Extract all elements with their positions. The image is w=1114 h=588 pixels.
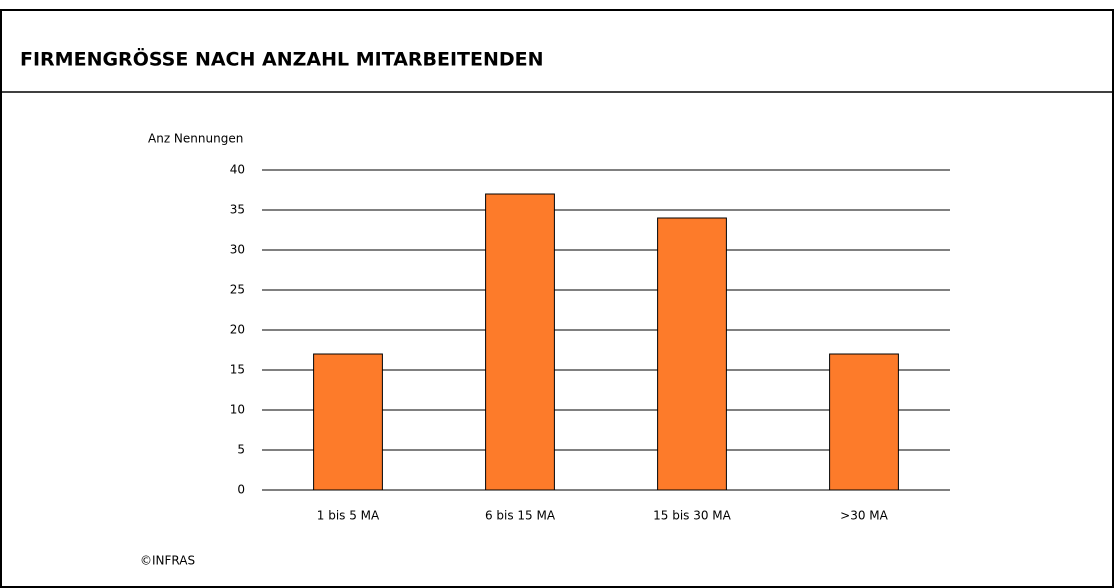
y-tick-label: 20 (230, 323, 245, 337)
bar (829, 353, 899, 491)
y-tick-label: 10 (230, 403, 245, 417)
x-tick-label: 6 bis 15 MA (485, 509, 556, 523)
bar (485, 193, 555, 491)
y-axis-label: Anz Nennungen (148, 132, 243, 146)
y-tick-label: 30 (230, 243, 245, 257)
y-tick-label: 0 (237, 483, 245, 497)
y-tick-label: 40 (230, 163, 245, 177)
x-tick-label: 1 bis 5 MA (317, 509, 380, 523)
bar (657, 217, 727, 491)
frame (0, 9, 1114, 588)
x-tick-label: 15 bis 30 MA (653, 509, 732, 523)
x-tick-label: >30 MA (840, 509, 888, 523)
y-tick-label: 15 (230, 363, 245, 377)
chart-title: FIRMENGRÖSSE NACH ANZAHL MITARBEITENDEN (20, 47, 544, 71)
y-tick-label: 5 (237, 443, 245, 457)
y-tick-label: 25 (230, 283, 245, 297)
y-tick-label: 35 (230, 203, 245, 217)
source: ©INFRAS (140, 554, 195, 568)
bar (313, 353, 383, 491)
